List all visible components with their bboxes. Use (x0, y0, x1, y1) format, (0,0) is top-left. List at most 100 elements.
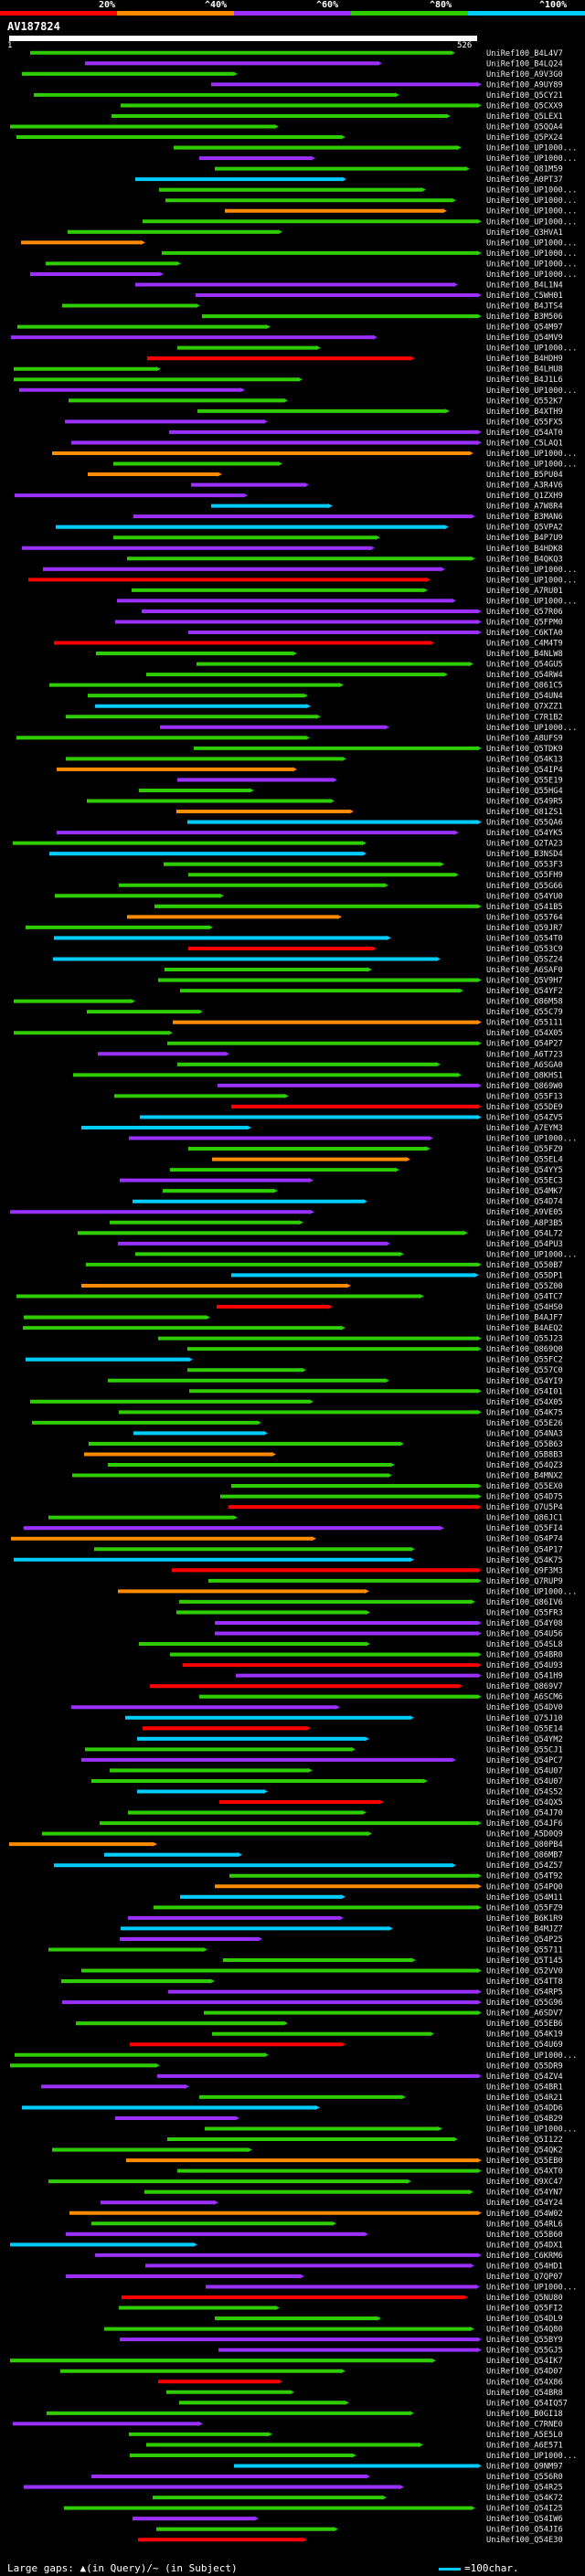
hit-label[interactable]: UniRef100_Q54YU0 (486, 892, 563, 901)
hit-label[interactable]: UniRef100_C7RNE0 (486, 2420, 563, 2429)
hit-label[interactable]: UniRef100_Q54BR1 (486, 2083, 563, 2092)
hit-label[interactable]: UniRef100_C7R1B2 (486, 713, 563, 722)
hit-label[interactable]: UniRef100_B4MNX2 (486, 1472, 563, 1481)
hit-label[interactable]: UniRef100_Q86JC1 (486, 1514, 563, 1523)
hit-label[interactable]: UniRef100_Q5VPA2 (486, 524, 563, 533)
hit-label[interactable]: UniRef100_A9UY89 (486, 80, 563, 90)
hit-label[interactable]: UniRef100_Q54UN4 (486, 692, 563, 701)
hit-label[interactable]: UniRef100_Q7U5P4 (486, 1503, 563, 1512)
hit-label[interactable]: UniRef100_Q8KHS1 (486, 1071, 563, 1080)
hit-label[interactable]: UniRef100_Q55FX5 (486, 418, 563, 427)
hit-label[interactable]: UniRef100_Q80PB4 (486, 1840, 563, 1850)
hit-label[interactable]: UniRef100_Q54RP5 (486, 1988, 563, 1998)
hit-label[interactable]: UniRef100_Q55F13 (486, 1092, 563, 1101)
hit-label[interactable]: UniRef100_Q54QX5 (486, 1798, 563, 1807)
hit-label[interactable]: UniRef100_Q54IP4 (486, 766, 563, 775)
hit-label[interactable]: UniRef100_Q9XC47 (486, 2178, 563, 2187)
hit-label[interactable]: UniRef100_Q54TT8 (486, 1977, 563, 1987)
hit-label[interactable]: UniRef100_Q54QK2 (486, 2147, 563, 2156)
hit-label[interactable]: UniRef100_Q869Q0 (486, 1345, 563, 1354)
hit-label[interactable]: UniRef100_UP1000... (486, 1250, 577, 1259)
hit-label[interactable]: UniRef100_Q54DX1 (486, 2241, 563, 2250)
hit-label[interactable]: UniRef100_Q869W0 (486, 1082, 563, 1091)
hit-label[interactable]: UniRef100_A6T723 (486, 1050, 563, 1059)
hit-label[interactable]: UniRef100_Q54TC7 (486, 1293, 563, 1302)
hit-label[interactable]: UniRef100_Q54IW6 (486, 2515, 563, 2524)
hit-label[interactable]: UniRef100_A5D0Q9 (486, 1830, 563, 1839)
hit-label[interactable]: UniRef100_Q54HS0 (486, 1303, 563, 1312)
hit-label[interactable]: UniRef100_A7RU01 (486, 587, 563, 596)
hit-label[interactable]: UniRef100_Q55E19 (486, 776, 563, 785)
hit-label[interactable]: UniRef100_Q54D74 (486, 1198, 563, 1207)
hit-label[interactable]: UniRef100_B4JTS4 (486, 302, 563, 312)
hit-label[interactable]: UniRef100_Q54GU5 (486, 661, 563, 670)
hit-label[interactable]: UniRef100_B4XTH9 (486, 408, 563, 417)
hit-label[interactable]: UniRef100_Q55711 (486, 1945, 563, 1955)
hit-label[interactable]: UniRef100_Q54ZV5 (486, 1113, 563, 1122)
hit-label[interactable]: UniRef100_Q55B60 (486, 2231, 563, 2240)
hit-label[interactable]: UniRef100_Q55EB6 (486, 2019, 563, 2029)
hit-label[interactable]: UniRef100_B4L4V7 (486, 49, 563, 58)
hit-label[interactable]: UniRef100_UP1000... (486, 450, 577, 459)
hit-label[interactable]: UniRef100_Q55E14 (486, 1724, 563, 1733)
hit-label[interactable]: UniRef100_B4AEQ2 (486, 1324, 563, 1333)
hit-label[interactable]: UniRef100_UP1000... (486, 217, 577, 227)
hit-label[interactable]: UniRef100_Q54IQ57 (486, 2399, 568, 2408)
hit-label[interactable]: UniRef100_Q55DR9 (486, 2062, 563, 2071)
hit-label[interactable]: UniRef100_Q54JF6 (486, 1819, 563, 1829)
hit-label[interactable]: UniRef100_Q55FI4 (486, 1524, 563, 1533)
hit-label[interactable]: UniRef100_UP1000... (486, 144, 577, 154)
hit-label[interactable]: UniRef100_A6SCM6 (486, 1693, 563, 1702)
hit-label[interactable]: UniRef100_Q54AT0 (486, 429, 563, 438)
hit-label[interactable]: UniRef100_Q54YF2 (486, 987, 563, 996)
hit-label[interactable]: UniRef100_UP1000... (486, 1135, 577, 1144)
hit-label[interactable]: UniRef100_Q5LEX1 (486, 112, 563, 122)
hit-label[interactable]: UniRef100_A7EYM3 (486, 1124, 563, 1133)
hit-label[interactable]: UniRef100_Q54DL9 (486, 2315, 563, 2324)
hit-label[interactable]: UniRef100_Q54RW4 (486, 671, 563, 680)
hit-label[interactable]: UniRef100_UP1000... (486, 724, 577, 733)
hit-label[interactable]: UniRef100_B5PU04 (486, 471, 563, 480)
hit-label[interactable]: UniRef100_A6SAF0 (486, 966, 563, 975)
hit-label[interactable]: UniRef100_Q54T92 (486, 1872, 563, 1882)
hit-label[interactable]: UniRef100_A9VE05 (486, 1208, 563, 1217)
hit-label[interactable]: UniRef100_Q55DP1 (486, 1271, 563, 1280)
hit-label[interactable]: UniRef100_Q54E30 (486, 2536, 563, 2545)
hit-label[interactable]: UniRef100_Q75J10 (486, 1714, 563, 1723)
hit-label[interactable]: UniRef100_Q55G66 (486, 882, 563, 891)
hit-label[interactable]: UniRef100_Q1ZXH9 (486, 492, 563, 501)
hit-label[interactable]: UniRef100_Q54K72 (486, 2494, 563, 2503)
hit-label[interactable]: UniRef100_A0PT37 (486, 175, 563, 185)
hit-label[interactable]: UniRef100_Q553F3 (486, 861, 563, 870)
hit-label[interactable]: UniRef100_Q9F3M3 (486, 1566, 563, 1575)
hit-label[interactable]: UniRef100_Q52VV0 (486, 1967, 563, 1977)
hit-label[interactable]: UniRef100_Q54D75 (486, 1493, 563, 1502)
hit-label[interactable]: UniRef100_Q5V9H7 (486, 977, 563, 986)
hit-label[interactable]: UniRef100_Q57R06 (486, 608, 563, 617)
hit-label[interactable]: UniRef100_A6E571 (486, 2441, 563, 2450)
hit-label[interactable]: UniRef100_Q54P27 (486, 1040, 563, 1049)
hit-label[interactable]: UniRef100_UP1000... (486, 249, 577, 259)
hit-label[interactable]: UniRef100_B4NLW8 (486, 650, 563, 659)
hit-label[interactable]: UniRef100_Q5QQA4 (486, 122, 563, 132)
hit-label[interactable]: UniRef100_Q81M59 (486, 165, 563, 175)
hit-label[interactable]: UniRef100_B4MJZ7 (486, 1924, 563, 1934)
hit-label[interactable]: UniRef100_Q55FZ9 (486, 1145, 563, 1154)
hit-label[interactable]: UniRef100_Q54QZ3 (486, 1461, 563, 1470)
hit-label[interactable]: UniRef100_Q54K13 (486, 755, 563, 764)
hit-label[interactable]: UniRef100_Q54U07 (486, 1777, 563, 1786)
hit-label[interactable]: UniRef100_Q54PC7 (486, 1756, 563, 1765)
hit-label[interactable]: UniRef100_Q54DV0 (486, 1703, 563, 1712)
hit-label[interactable]: UniRef100_Q541H9 (486, 1672, 563, 1681)
hit-label[interactable]: UniRef100_B4QKQ3 (486, 555, 563, 564)
hit-label[interactable]: UniRef100_Q7XZZ1 (486, 703, 563, 712)
hit-label[interactable]: UniRef100_Q54I25 (486, 2505, 563, 2514)
hit-label[interactable]: UniRef100_Q54YN7 (486, 2189, 563, 2198)
hit-label[interactable]: UniRef100_A6SGA0 (486, 1061, 563, 1070)
hit-label[interactable]: UniRef100_Q54X05 (486, 1398, 563, 1407)
hit-label[interactable]: UniRef100_Q55FH9 (486, 871, 563, 880)
hit-label[interactable]: UniRef100_UP1000... (486, 154, 577, 164)
hit-label[interactable]: UniRef100_Q55B63 (486, 1440, 563, 1449)
hit-label[interactable]: UniRef100_Q54R25 (486, 2484, 563, 2493)
hit-label[interactable]: UniRef100_Q54Z57 (486, 1861, 563, 1871)
